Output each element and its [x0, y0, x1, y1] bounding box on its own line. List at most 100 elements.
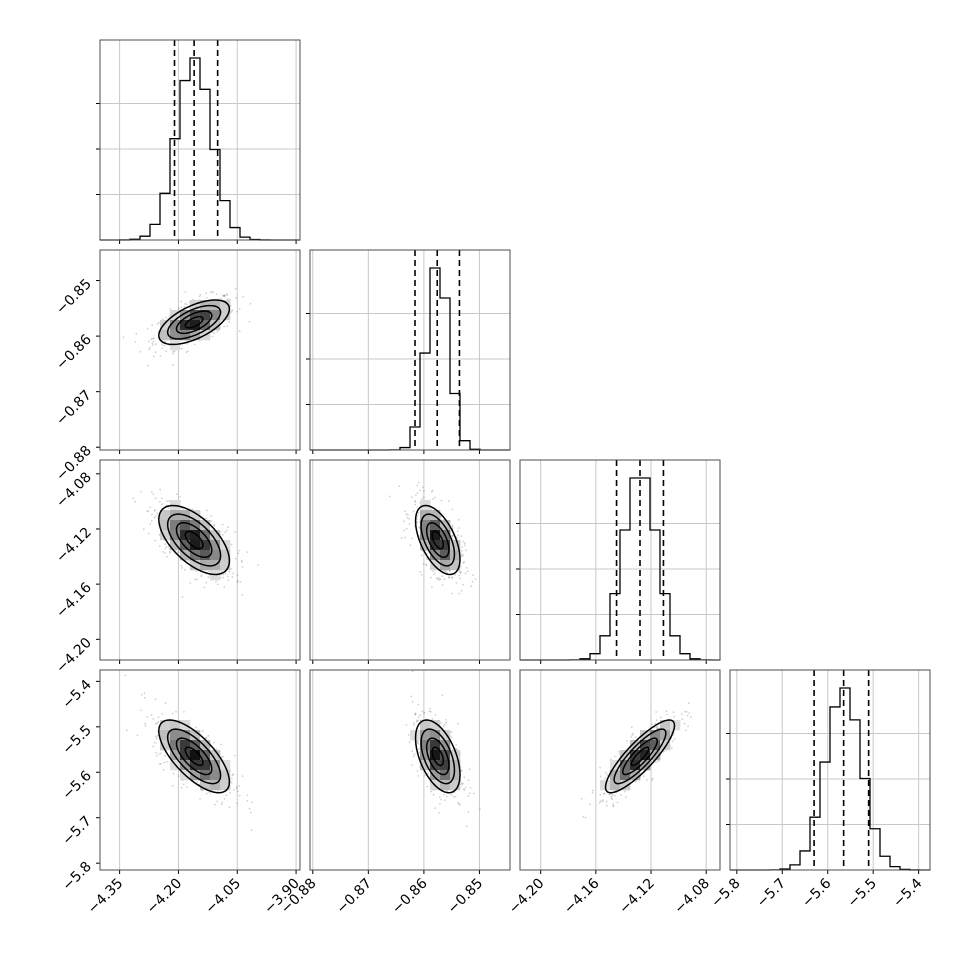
sample-point [400, 537, 403, 539]
density-cell [160, 730, 171, 741]
contour-line [166, 728, 222, 785]
sample-point [632, 732, 634, 735]
sample-point [411, 537, 414, 540]
sample-point [651, 723, 653, 726]
sample-point [463, 788, 466, 791]
sample-point [451, 534, 454, 537]
density-cell [160, 520, 171, 531]
density-cell [630, 750, 641, 761]
sample-point [412, 721, 415, 724]
sample-point [458, 574, 460, 577]
sample-point [433, 572, 436, 575]
sample-point [468, 768, 471, 771]
contour-line [166, 513, 222, 567]
y-tick-label: −5.5 [59, 722, 94, 757]
sample-point [402, 529, 405, 532]
sample-point [414, 503, 417, 506]
sample-point [448, 576, 451, 578]
sample-point [616, 801, 619, 804]
density-cell [420, 720, 431, 731]
sample-point [450, 793, 453, 796]
sample-point [456, 530, 459, 533]
y-tick-label: −4.16 [53, 580, 95, 622]
sample-point [159, 488, 162, 491]
sample-point [690, 716, 692, 718]
sample-point [224, 531, 227, 534]
sample-point [452, 534, 454, 537]
sample-point [685, 729, 687, 732]
sample-point [656, 725, 658, 728]
sample-point [205, 296, 208, 299]
sample-point [155, 515, 157, 517]
density-cell [420, 740, 431, 751]
sample-point [140, 709, 143, 712]
sample-point [440, 499, 443, 502]
sample-point [149, 523, 152, 525]
sample-point [220, 743, 223, 746]
sample-point [183, 305, 186, 308]
sample-point [140, 693, 143, 696]
density-panel-1-2 [309, 459, 511, 664]
sample-point [213, 524, 215, 527]
sample-point [227, 579, 230, 582]
sample-point [206, 509, 209, 512]
sample-point [459, 570, 462, 573]
density-cell [430, 550, 441, 561]
density-cell [440, 550, 451, 561]
sample-point [246, 551, 249, 553]
contour-line [630, 746, 650, 767]
contour-line [431, 530, 445, 550]
density-cell [200, 740, 211, 751]
sample-point [460, 589, 463, 592]
sample-point [434, 807, 437, 809]
sample-point [235, 296, 238, 299]
sample-point [159, 355, 162, 357]
sample-point [172, 363, 175, 366]
density-cell [430, 520, 441, 531]
sample-point [457, 722, 459, 725]
density-cell [170, 720, 181, 731]
density-cell [170, 320, 181, 331]
sample-point [422, 562, 425, 565]
contour-line [158, 504, 231, 576]
contour-line [420, 513, 456, 567]
sample-point [226, 294, 229, 296]
sample-point [165, 316, 168, 319]
sample-point [688, 712, 691, 714]
density-cell [170, 540, 181, 551]
y-tick-label: −5.6 [59, 768, 94, 803]
sample-point [417, 703, 420, 706]
sample-point [155, 737, 158, 740]
sample-point [212, 291, 215, 294]
sample-point [464, 786, 467, 789]
sample-point [228, 570, 231, 573]
sample-point [166, 555, 169, 558]
sample-point [223, 295, 226, 298]
density-cell [450, 540, 461, 551]
sample-point [237, 552, 240, 555]
y-tick-label: −4.12 [53, 524, 95, 566]
sample-point [180, 306, 183, 309]
sample-point [198, 295, 201, 298]
density-panel-0-2: −4.20−4.16−4.12−4.08 [53, 459, 301, 676]
sample-point [236, 579, 239, 582]
sample-point [406, 513, 409, 516]
sample-point [235, 786, 238, 788]
density-cell [210, 530, 221, 541]
sample-point [166, 760, 169, 763]
sample-point [211, 335, 214, 338]
sample-point [411, 700, 414, 703]
panel-frame [309, 249, 511, 451]
sample-point [222, 573, 225, 576]
sample-point [155, 722, 157, 725]
sample-point [419, 570, 422, 573]
density-cell [160, 720, 171, 731]
sample-point [161, 503, 164, 506]
sample-point [236, 790, 239, 792]
sample-point [154, 698, 157, 701]
sample-point [223, 798, 226, 800]
panel-frame [99, 39, 301, 241]
sample-point [203, 586, 206, 589]
sample-point [608, 793, 611, 796]
sample-point [458, 803, 461, 806]
